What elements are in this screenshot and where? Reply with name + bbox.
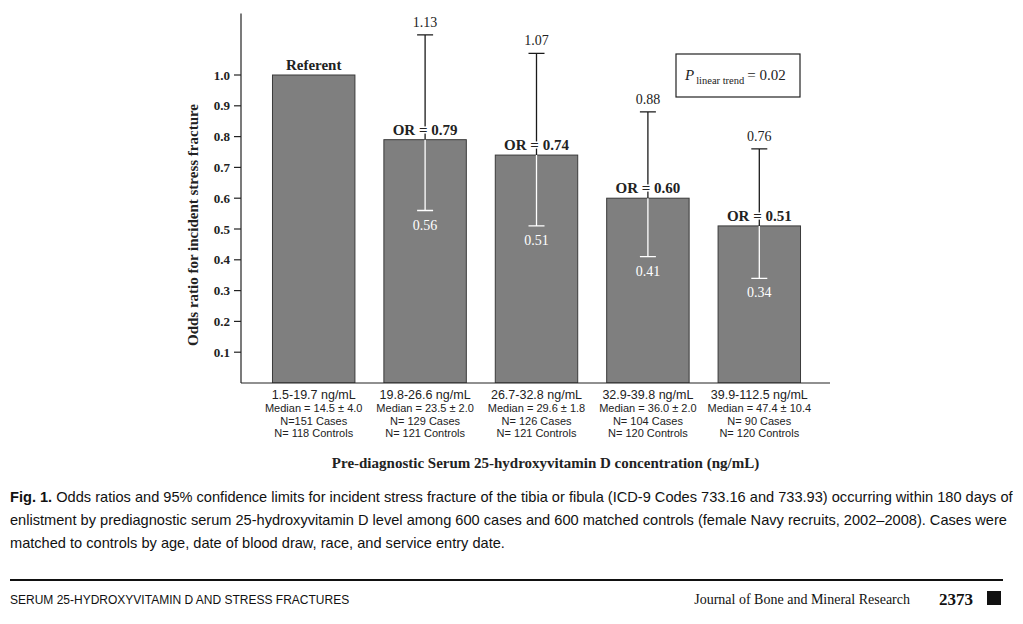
category-detail: N= 121 Controls	[497, 427, 577, 439]
footer-square	[987, 591, 1001, 605]
y-tick-label: 0.7	[214, 160, 231, 175]
y-tick	[234, 352, 241, 353]
category-detail: N=151 Cases	[280, 415, 347, 427]
y-tick-label: 0.1	[214, 345, 230, 360]
y-tick-label: 1.0	[214, 68, 230, 83]
y-tick	[234, 290, 241, 291]
x-tick-label: 39.9-112.5 ng/mL	[711, 388, 808, 402]
page-number: 2373	[939, 590, 973, 609]
y-tick	[234, 74, 241, 75]
y-tick-label: 0.9	[214, 98, 231, 113]
ci-upper-label: 0.76	[747, 129, 772, 144]
error-bar-lower	[640, 198, 656, 257]
category-detail: Median = 14.5 ± 4.0	[265, 402, 362, 414]
y-tick	[234, 228, 241, 229]
annotation-symbol: P	[684, 67, 694, 83]
y-tick	[234, 136, 241, 137]
category-detail: Median = 36.0 ± 2.0	[599, 402, 696, 414]
bar	[272, 75, 354, 383]
caption: Fig. 1. Odds ratios and 95% confidence l…	[10, 486, 1018, 555]
category-detail: N= 126 Cases	[501, 415, 572, 427]
y-tick-label: 0.2	[214, 314, 230, 329]
running-title: SERUM 25-HYDROXYVITAMIN D AND STRESS FRA…	[10, 593, 349, 607]
y-tick	[234, 167, 241, 168]
y-tick-label: 0.5	[214, 222, 231, 237]
x-tick-label: 1.5-19.7 ng/mL	[272, 388, 356, 402]
x-tick-label: 32.9-39.8 ng/mL	[602, 388, 693, 402]
annotation-subscript: linear trend	[696, 75, 745, 86]
y-tick-label: 0.4	[214, 252, 231, 267]
trend-annotation: Plinear trend= 0.02	[684, 67, 786, 86]
category-detail: N= 90 Cases	[727, 415, 791, 427]
x-axis	[241, 382, 830, 383]
y-axis-label: Odds ratio for incident stress fracture	[185, 104, 201, 346]
ci-lower-label: 0.41	[636, 264, 661, 279]
caption-label: Fig. 1.	[10, 489, 52, 505]
x-axis-label: Pre-diagnostic Serum 25-hydroxyvitamin D…	[332, 455, 759, 472]
ci-lower-label: 0.56	[413, 218, 438, 233]
category-detail: N= 120 Controls	[608, 427, 688, 439]
category-detail: N= 120 Controls	[719, 427, 799, 439]
bar	[718, 226, 800, 383]
annotation-box	[676, 54, 800, 97]
category-detail: N= 118 Controls	[274, 427, 353, 439]
ci-lower-label: 0.51	[524, 233, 549, 248]
category-detail: Median = 23.5 ± 2.0	[376, 402, 473, 414]
ci-upper-label: 0.88	[636, 92, 661, 107]
footer-rule	[10, 579, 1003, 581]
category-detail: Median = 29.6 ± 1.8	[488, 402, 585, 414]
ci-upper-label: 1.13	[413, 15, 438, 30]
x-tick-label: 19.8-26.6 ng/mL	[380, 388, 471, 402]
bar	[607, 198, 689, 383]
data-label: OR = 0.51	[727, 208, 792, 224]
data-label: OR = 0.60	[615, 180, 680, 196]
y-tick	[234, 259, 241, 260]
category-detail: N= 129 Cases	[390, 415, 461, 427]
error-bar-lower	[529, 155, 545, 226]
error-bar-lower	[417, 140, 433, 211]
error-bar-lower	[751, 226, 767, 278]
data-label: OR = 0.74	[504, 137, 569, 153]
bar	[495, 155, 577, 383]
category-detail: N= 121 Controls	[385, 427, 465, 439]
chart: 0.1 0.2 0.3 0.4 0.5 0.6 0.7 0.8 0.9 1.0 Odds ratio…	[0, 0, 1023, 624]
y-tick	[234, 105, 241, 106]
y-tick-label: 0.3	[214, 283, 231, 298]
y-tick-label: 0.8	[214, 129, 231, 144]
ci-upper-label: 1.07	[524, 33, 549, 48]
y-tick-label: 0.6	[214, 191, 231, 206]
category-detail: Median = 47.4 ± 10.4	[708, 402, 812, 414]
ci-lower-label: 0.34	[747, 285, 772, 300]
y-tick	[234, 321, 241, 322]
caption-text: Odds ratios and 95% confidence limits fo…	[10, 489, 1013, 551]
x-tick-label: 26.7-32.8 ng/mL	[491, 388, 582, 402]
category-detail: N= 104 Cases	[613, 415, 684, 427]
plot-area	[272, 35, 800, 383]
journal-name: Journal of Bone and Mineral Research	[694, 592, 910, 607]
data-label: OR = 0.79	[393, 122, 458, 138]
bar	[384, 140, 466, 383]
annotation-text: = 0.02	[747, 67, 785, 83]
y-tick	[234, 198, 241, 199]
reference-label: Referent	[286, 57, 342, 73]
